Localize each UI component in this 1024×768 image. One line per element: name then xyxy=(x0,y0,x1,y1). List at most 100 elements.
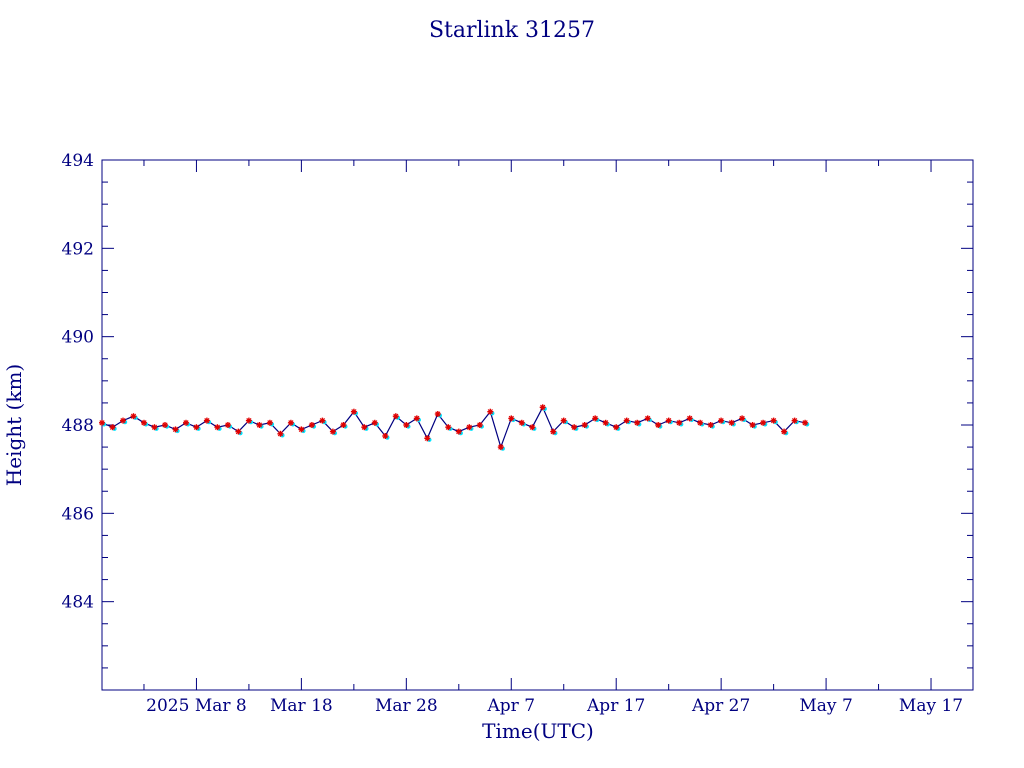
star-stroke xyxy=(770,417,777,424)
star-stroke xyxy=(791,417,798,424)
red-star-point xyxy=(665,417,672,424)
star-stroke xyxy=(256,422,263,428)
star-stroke xyxy=(267,420,273,426)
red-star-point xyxy=(413,415,420,422)
star-stroke xyxy=(151,424,158,430)
star-stroke xyxy=(193,424,200,430)
star-stroke xyxy=(540,404,546,410)
star-stroke xyxy=(340,422,347,428)
red-star-point xyxy=(371,419,378,426)
star-stroke xyxy=(277,431,284,437)
star-stroke xyxy=(382,433,388,439)
red-star-point xyxy=(392,413,399,420)
red-star-point xyxy=(340,422,347,428)
series-markers-group xyxy=(99,404,810,451)
star-stroke xyxy=(330,428,336,435)
red-star-point xyxy=(287,419,294,426)
star-stroke xyxy=(99,420,105,426)
red-star-point xyxy=(245,417,252,424)
red-star-point xyxy=(99,419,105,426)
axis-ticks xyxy=(102,159,973,691)
red-star-point xyxy=(235,428,242,435)
red-star-point xyxy=(529,424,536,431)
star-stroke xyxy=(466,424,472,430)
red-star-point xyxy=(644,415,651,422)
red-star-point xyxy=(203,417,210,424)
star-stroke xyxy=(445,424,451,430)
red-star-point xyxy=(623,417,630,424)
star-stroke xyxy=(183,420,189,426)
star-stroke xyxy=(728,420,735,426)
red-star-point xyxy=(613,424,620,431)
red-star-point xyxy=(308,422,315,428)
red-star-point xyxy=(350,408,357,415)
red-star-point xyxy=(329,428,336,435)
star-stroke xyxy=(645,415,651,422)
red-star-point xyxy=(791,417,798,424)
red-star-point xyxy=(581,422,588,428)
star-stroke xyxy=(571,424,577,430)
star-stroke xyxy=(487,409,493,415)
y-tick-label: 486 xyxy=(62,504,94,524)
star-stroke xyxy=(372,420,378,426)
y-tick-labels: 484 486 488 490 492 494 xyxy=(62,151,94,613)
red-star-point xyxy=(781,428,788,435)
star-stroke xyxy=(802,420,808,426)
red-star-point xyxy=(382,433,389,439)
red-star-point xyxy=(151,424,158,431)
red-star-point xyxy=(497,444,504,451)
red-star-point xyxy=(602,419,609,426)
red-star-point xyxy=(162,422,168,428)
star-stroke xyxy=(225,422,231,428)
x-tick-label: May 17 xyxy=(899,696,963,716)
x-tick-label: Mar 18 xyxy=(270,696,333,716)
star-stroke xyxy=(456,428,462,435)
red-star-point xyxy=(256,422,263,428)
y-axis-label: Height (km) xyxy=(2,364,26,486)
y-tick-label: 494 xyxy=(62,151,94,171)
star-stroke xyxy=(613,424,619,430)
star-stroke xyxy=(708,422,714,428)
star-stroke xyxy=(298,426,305,433)
red-star-point xyxy=(539,404,546,411)
red-star-point xyxy=(802,419,809,426)
red-star-point xyxy=(455,428,462,435)
red-star-point xyxy=(697,419,704,426)
star-stroke xyxy=(739,415,745,422)
star-stroke xyxy=(718,417,724,424)
red-star-point xyxy=(445,424,452,431)
x-tick-label: Apr 17 xyxy=(586,696,645,716)
star-stroke xyxy=(760,420,766,426)
y-tick-label: 492 xyxy=(62,239,94,259)
red-star-point xyxy=(550,428,557,435)
red-star-point xyxy=(707,422,714,428)
red-star-point xyxy=(319,417,326,424)
star-stroke xyxy=(172,426,179,433)
star-stroke xyxy=(109,424,116,430)
star-stroke xyxy=(120,417,126,424)
star-stroke xyxy=(749,422,756,428)
star-stroke xyxy=(550,428,556,435)
star-stroke xyxy=(519,420,525,426)
star-stroke xyxy=(204,417,210,424)
star-stroke xyxy=(687,415,693,422)
star-stroke xyxy=(781,428,787,435)
star-stroke xyxy=(477,422,483,428)
star-stroke xyxy=(288,420,294,426)
red-star-point xyxy=(560,417,567,424)
red-star-point xyxy=(193,424,200,431)
star-stroke xyxy=(309,422,315,428)
star-stroke xyxy=(603,420,609,426)
star-stroke xyxy=(655,422,661,428)
star-stroke xyxy=(582,422,588,428)
red-star-point xyxy=(487,408,494,415)
red-star-point xyxy=(728,419,735,426)
star-stroke xyxy=(162,422,168,428)
red-star-point xyxy=(120,417,126,424)
red-star-point xyxy=(655,422,662,428)
star-stroke xyxy=(529,424,535,430)
red-star-point xyxy=(298,426,305,433)
red-star-point xyxy=(676,419,683,426)
series-line-group xyxy=(101,405,806,450)
